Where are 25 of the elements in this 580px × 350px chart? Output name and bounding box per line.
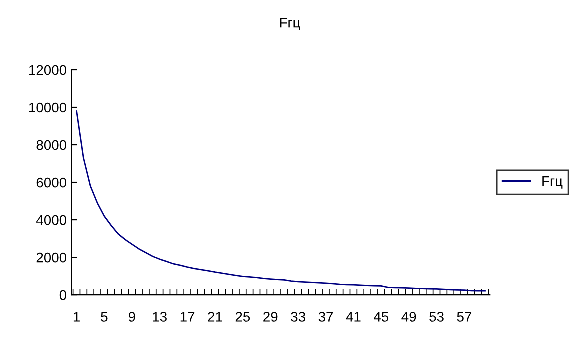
y-tick-label: 8000: [36, 140, 67, 150]
x-tick-label: 49: [402, 312, 416, 322]
x-tick-label: 17: [180, 312, 195, 322]
x-tick-label: 53: [430, 312, 444, 322]
x-tick-label: 25: [236, 312, 250, 322]
x-tick-label: 37: [318, 312, 334, 322]
legend-label: Fгц: [542, 176, 563, 189]
x-tick-label: 9: [128, 312, 136, 322]
x-tick-label: 1: [74, 312, 80, 322]
y-tick-label: 10000: [30, 102, 67, 113]
x-tick-label: 13: [153, 312, 167, 322]
y-tick-label: 0: [60, 290, 67, 300]
y-tick-label: 6000: [36, 178, 67, 188]
x-tick-label: 5: [101, 312, 108, 322]
x-tick-label: 45: [374, 312, 389, 322]
x-tick-label: 21: [208, 312, 222, 322]
line-series: [76, 110, 486, 292]
y-tick-label: 12000: [30, 65, 67, 76]
x-tick-label: 57: [457, 312, 472, 322]
y-tick-label: 4000: [36, 215, 67, 226]
x-tick-label: 29: [264, 312, 278, 322]
x-tick-label: 41: [346, 312, 361, 322]
x-tick-label: 33: [291, 312, 306, 322]
y-tick-label: 2000: [36, 252, 67, 263]
chart-title: Fгц: [280, 18, 300, 30]
